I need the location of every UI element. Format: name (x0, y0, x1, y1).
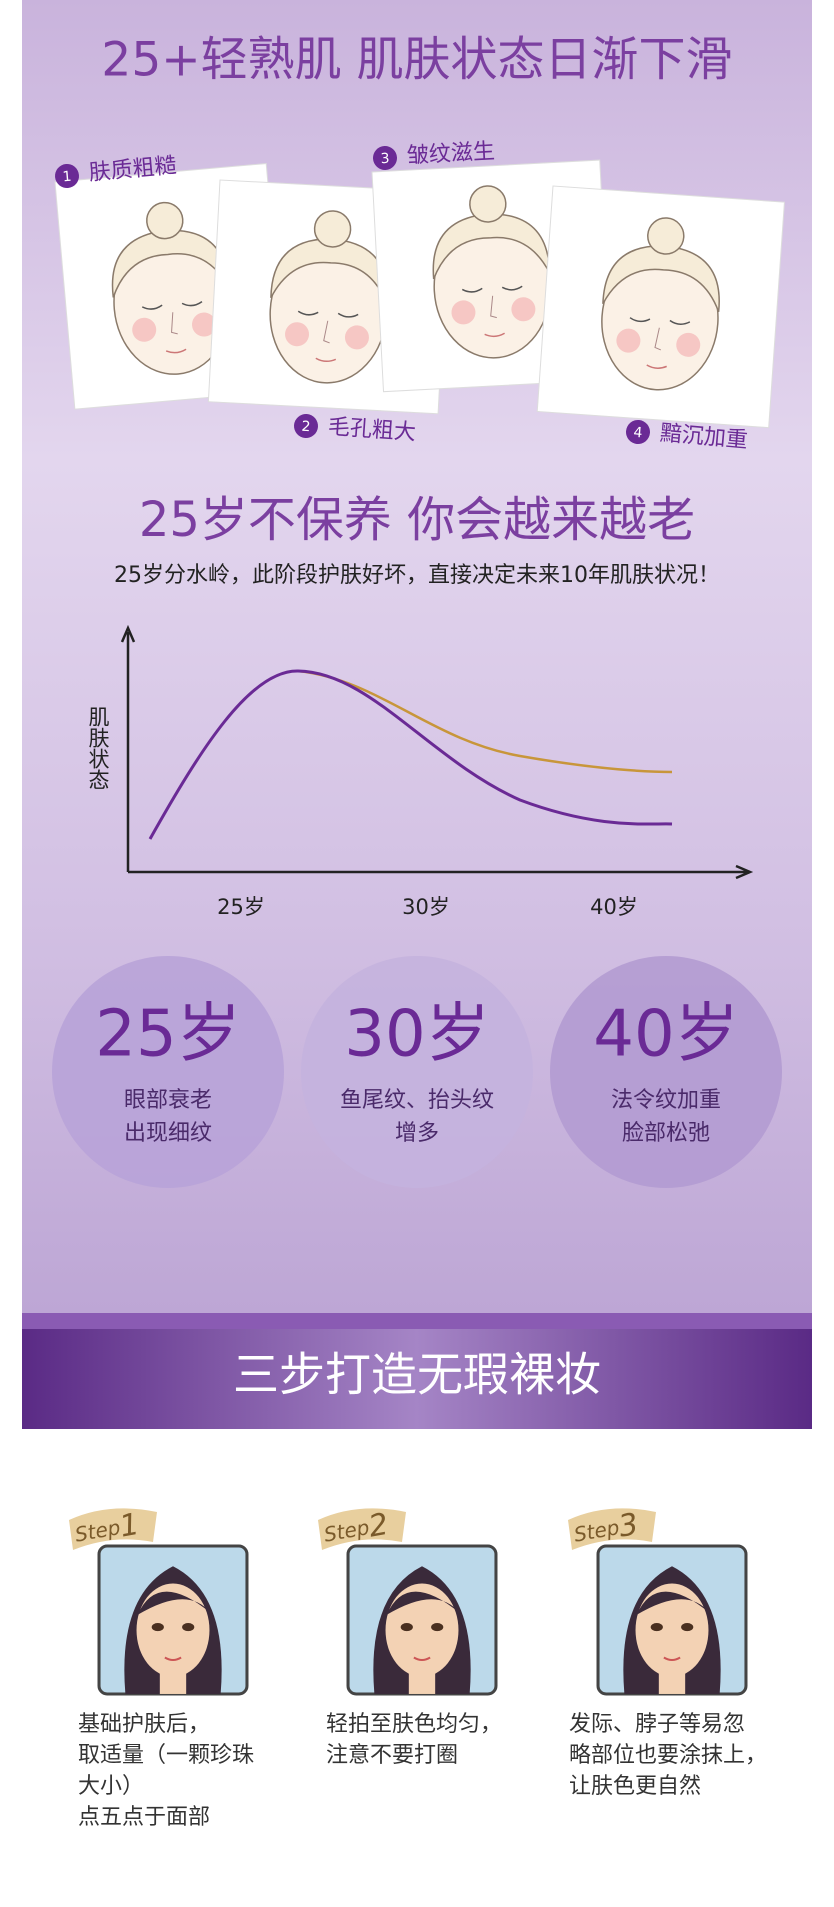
face-cards (54, 159, 785, 429)
stage-text: 脸部松弛 (622, 1121, 710, 1146)
issue-badge (373, 146, 397, 170)
step-badge-bg (69, 1508, 157, 1550)
aging-curve (120, 624, 754, 880)
step-badge-bg (568, 1508, 656, 1550)
x-axis-label: 30岁 (402, 895, 450, 919)
issue-badge (55, 164, 79, 188)
x-axis-label: 25岁 (217, 895, 265, 919)
issue-label: 4 黯沉加重 (626, 420, 749, 454)
issue-badge (294, 414, 318, 438)
stage-text: 鱼尾纹、抬头纹 (340, 1088, 494, 1113)
issue-number: 1 (62, 169, 72, 186)
step-portrait (97, 1544, 249, 1696)
step-text: 让肤色更自然 (569, 1774, 701, 1799)
stage-text: 法令纹加重 (611, 1088, 721, 1113)
step-text: 略部位也要涂抹上， (569, 1743, 767, 1768)
issue-number: 2 (301, 419, 311, 436)
banner-background (22, 1329, 812, 1429)
page-title: 25+轻熟肌 肌肤状态日渐下滑 (101, 33, 732, 88)
stage-age: 40岁 (593, 998, 738, 1072)
issue-label: 2 毛孔粗大 (294, 414, 417, 446)
section-title: 25岁不保养 你会越来越老 (139, 492, 695, 548)
y-axis-label: 肌肤状态 (86, 706, 110, 790)
step-text: 注意不要打圈 (326, 1743, 458, 1768)
step-text: 大小） (78, 1774, 144, 1799)
step-text: 轻拍至肤色均匀， (326, 1712, 502, 1737)
stage-text: 眼部衰老 (124, 1088, 212, 1113)
stage-text: 出现细纹 (124, 1121, 212, 1146)
step-text: 基础护肤后， (78, 1712, 210, 1737)
stage-circle (301, 956, 533, 1188)
stage-circle (550, 956, 782, 1188)
step-portrait (346, 1544, 498, 1696)
step-text: 发际、脖子等易忽 (569, 1712, 745, 1737)
issue-number: 4 (633, 425, 643, 442)
step-text: 点五点于面部 (78, 1805, 210, 1830)
stage-age: 25岁 (95, 998, 240, 1072)
section-subtitle: 25岁分水岭，此阶段护肤好坏，直接决定未来10年肌肤状况！ (114, 563, 720, 588)
step-badge-bg (318, 1508, 406, 1550)
stage-text: 增多 (395, 1121, 439, 1146)
stage-age: 30岁 (344, 998, 489, 1072)
step-text: 取适量（一颗珍珠 (78, 1743, 254, 1768)
x-axis-label: 40岁 (590, 895, 638, 919)
step-portrait (596, 1544, 748, 1696)
issue-text: 皱纹滋生 (406, 139, 495, 169)
issue-number: 3 (380, 151, 390, 167)
issue-text: 毛孔粗大 (327, 415, 417, 446)
issue-badge (626, 420, 650, 444)
banner-title: 三步打造无瑕裸妆 (233, 1348, 601, 1402)
band-edge (22, 1313, 812, 1329)
issue-label: 3 皱纹滋生 (373, 139, 495, 170)
stage-circle (52, 956, 284, 1188)
